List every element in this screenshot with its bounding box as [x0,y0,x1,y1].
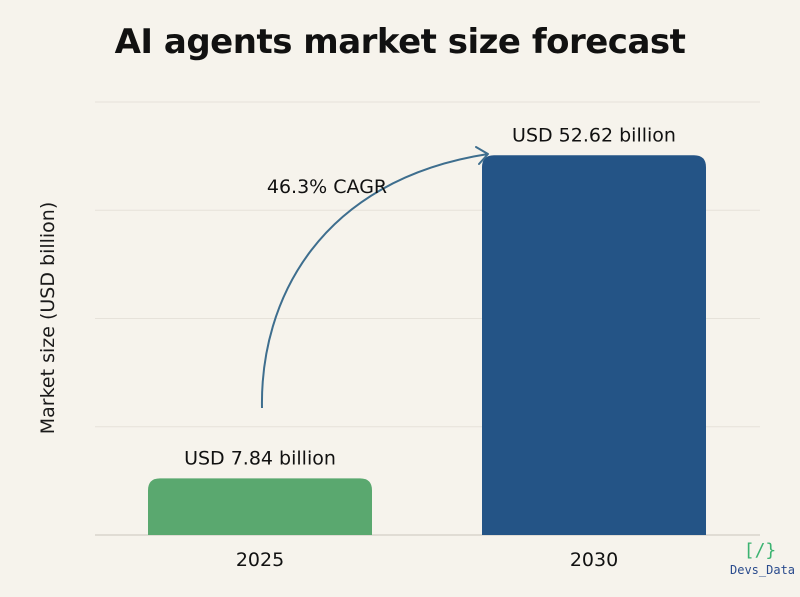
value-label-2030: USD 52.62 billion [512,124,676,146]
cagr-label: 46.3% CAGR [267,176,387,198]
x-tick-2025: 2025 [236,549,284,571]
bar-2025 [148,478,372,535]
y-axis-label: Market size (USD billion) [37,201,59,435]
cagr-arrowhead [475,146,489,165]
bar-2030 [482,155,706,535]
value-labels: USD 7.84 billion USD 52.62 billion [184,124,676,469]
logo-text: Devs_Data [730,563,796,577]
x-tick-2030: 2030 [570,549,618,571]
bars [148,155,706,535]
cagr-annotation: 46.3% CAGR [260,146,489,409]
devs-data-logo: [/} Devs_Data [730,540,796,578]
logo-mark: [/} [743,540,777,561]
chart-title: AI agents market size forecast [114,22,686,62]
cagr-arrow [260,153,489,409]
x-tick-labels: 2025 2030 [236,549,618,571]
value-label-2025: USD 7.84 billion [184,447,336,469]
